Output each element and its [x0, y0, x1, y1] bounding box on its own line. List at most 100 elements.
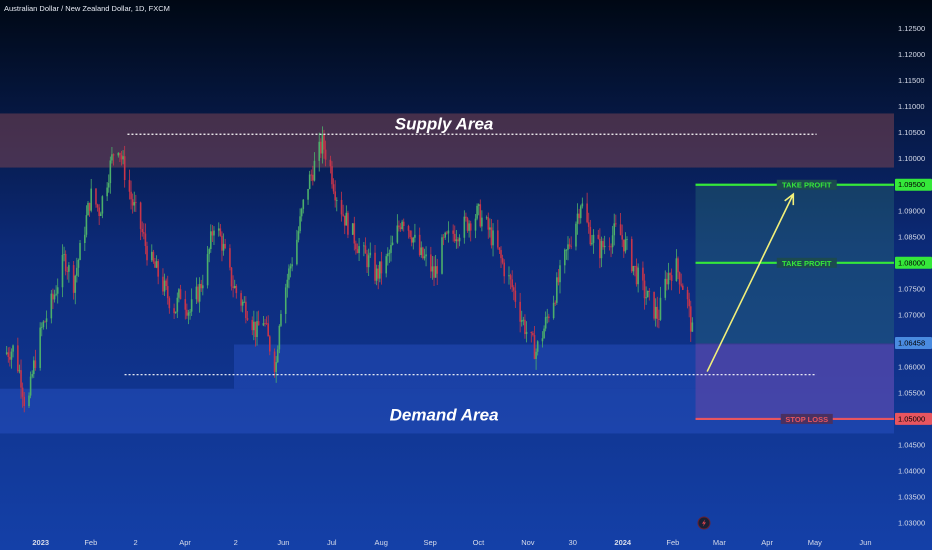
candle-body [497, 230, 499, 248]
candle-body [219, 228, 222, 236]
candle-body [366, 253, 368, 268]
candle-body [645, 297, 647, 299]
symbol-title: Australian Dollar / New Zealand Dollar, … [4, 4, 170, 13]
candle-body [414, 234, 416, 238]
candle-body [312, 174, 314, 181]
candle-body [455, 239, 458, 242]
candle-body [423, 256, 426, 259]
candle-body [289, 266, 292, 269]
candle-body [402, 221, 405, 227]
candle-body [477, 204, 480, 206]
candle-body [111, 154, 113, 161]
candle-body [642, 267, 644, 281]
candle-body [112, 154, 115, 156]
candle-body [85, 215, 88, 235]
candle-body [487, 217, 490, 230]
time-tick-label: Jun [277, 538, 289, 547]
candle-body [163, 280, 166, 292]
candle-body [12, 345, 14, 352]
price-tick-label: 1.09000 [898, 206, 925, 215]
candle-body [433, 266, 435, 278]
candle-body [425, 254, 427, 257]
candle-body [291, 264, 293, 267]
price-axis[interactable]: 1.12500 1.12000 1.11500 1.11000 1.10500 1.100… [895, 24, 932, 527]
candle-body [190, 299, 193, 312]
candle-body [17, 345, 19, 372]
candle-body [436, 266, 439, 274]
candle-body [200, 283, 203, 289]
candle-body [286, 279, 289, 288]
candle-body [653, 291, 655, 319]
candle-body [632, 266, 635, 272]
candle-body [401, 221, 403, 229]
candle-body [675, 258, 678, 281]
candle-body [262, 323, 265, 326]
candle-body [691, 322, 694, 332]
candle-body [546, 316, 549, 318]
candle-body [64, 254, 67, 272]
candle-body [485, 217, 488, 219]
candle-body [611, 235, 614, 248]
candle-body [130, 191, 132, 200]
candle-body [253, 321, 255, 331]
candle-body [688, 299, 690, 307]
candle-body [52, 293, 54, 300]
replay-icon[interactable] [697, 516, 711, 530]
candle-body [654, 306, 657, 319]
candle-body [229, 248, 231, 268]
candle-body [563, 249, 566, 266]
candle-body [7, 352, 10, 357]
time-tick-label: 2023 [32, 538, 49, 547]
price-tick-label: 1.04500 [898, 440, 925, 449]
candle-body [565, 249, 568, 251]
candle-body [256, 321, 258, 338]
candle-body [34, 360, 37, 368]
candle-body [385, 256, 387, 274]
time-axis[interactable]: 2023 Feb 2 Apr 2 Jun Jul Aug Sep Oct Nov 30 2024 Feb M… [32, 538, 871, 547]
candle-body [299, 216, 301, 232]
price-tick-label: 1.10000 [898, 154, 925, 163]
candle-body [541, 338, 544, 342]
candle-body [575, 223, 577, 247]
candle-body [267, 323, 269, 337]
supply-zone [0, 113, 894, 168]
price-tick-label: 1.12000 [898, 50, 925, 59]
candle-body [615, 223, 617, 225]
candle-body [554, 302, 557, 304]
candle-body [380, 261, 383, 274]
candle-body [152, 251, 155, 262]
candle-body [511, 279, 513, 288]
candle-body [619, 224, 622, 236]
candle-body [512, 287, 515, 291]
candle-body [431, 266, 434, 272]
candle-body [637, 267, 639, 285]
candle-body [122, 156, 124, 160]
candle-body [61, 254, 64, 288]
risk-box [695, 343, 894, 419]
candle-body [154, 261, 156, 268]
candle-body [412, 237, 415, 243]
candle-body [444, 232, 446, 238]
stop-loss-label: STOP LOSS [785, 415, 828, 424]
candle-body [469, 223, 472, 231]
price-tick-label: 1.08500 [898, 232, 925, 241]
candle-body [323, 134, 325, 150]
price-tag-label: 1.09500 [898, 180, 925, 189]
candle-body [498, 247, 501, 251]
candle-body [241, 301, 244, 306]
candle-body [31, 374, 33, 377]
time-tick-label: Oct [473, 538, 486, 547]
candle-body [525, 331, 528, 335]
candle-body [524, 319, 526, 335]
time-tick-label: Jul [327, 538, 337, 547]
candle-body [608, 245, 611, 247]
candle-body [39, 327, 41, 368]
candle-body [646, 290, 649, 298]
candle-body [686, 289, 689, 300]
candle-body [489, 227, 491, 230]
candle-body [664, 278, 667, 298]
candle-body [235, 285, 238, 294]
candle-body [351, 223, 354, 235]
